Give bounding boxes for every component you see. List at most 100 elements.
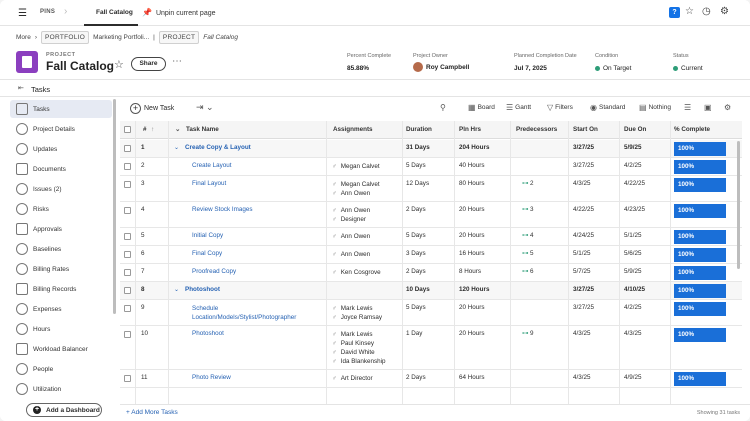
row-checkbox[interactable]	[124, 181, 131, 188]
percent-complete-bar[interactable]: 100%	[674, 142, 726, 156]
duration-cell[interactable]: 5 Days	[406, 304, 426, 311]
sidebar-scrollbar[interactable]	[113, 99, 116, 314]
predecessor-cell[interactable]: ⊶ 4	[522, 232, 534, 239]
search-icon[interactable]: ⚲	[440, 103, 446, 112]
predecessor-cell[interactable]: ⊶ 2	[522, 180, 534, 187]
due-date-cell[interactable]: 4/23/25	[624, 206, 646, 213]
task-name-link[interactable]: Proofread Copy	[192, 268, 237, 275]
planned-hours-cell[interactable]: 16 Hours	[459, 250, 485, 257]
sidebar-item[interactable]: Workload Balancer	[10, 340, 112, 358]
percent-complete-bar[interactable]: 100%	[674, 266, 726, 280]
predecessor-cell[interactable]: ⊶ 3	[522, 206, 534, 213]
sidebar-item[interactable]: Project Details	[10, 120, 112, 138]
duration-cell[interactable]: 5 Days	[406, 232, 426, 239]
task-name-link[interactable]: Create Layout	[192, 162, 232, 169]
sidebar-item[interactable]: Approvals	[10, 220, 112, 238]
task-name-link[interactable]: Schedule Location/Models/Stylist/Photogr…	[192, 305, 297, 321]
predecessor-cell[interactable]: ⊶ 5	[522, 250, 534, 257]
assignee-name[interactable]: Ken Cosgrove	[340, 269, 381, 276]
due-date-cell[interactable]: 4/10/25	[624, 286, 646, 293]
assignments-cell[interactable]: ♂ Ann Owen	[332, 232, 370, 241]
assignee-name[interactable]: Ann Owen	[340, 251, 371, 258]
assignee-name[interactable]: Designer	[340, 216, 366, 223]
percent-complete-bar[interactable]: 100%	[674, 302, 726, 316]
task-name-link[interactable]: Photoshoot	[185, 286, 220, 293]
assignee-name[interactable]: Paul Kinsey	[340, 340, 374, 347]
start-date-cell[interactable]: 4/3/25	[573, 374, 591, 381]
duration-cell[interactable]: 5 Days	[406, 162, 426, 169]
task-name-link[interactable]: Create Copy & Layout	[185, 144, 251, 151]
assignments-cell[interactable]: ♂ Ann Owen	[332, 250, 370, 259]
new-task-button[interactable]: + New Task	[130, 103, 174, 114]
duration-cell[interactable]: 2 Days	[406, 268, 426, 275]
select-all-checkbox[interactable]	[124, 126, 131, 133]
predecessor-cell[interactable]: ⊶ 9	[522, 330, 534, 337]
predecessor-cell[interactable]: ⊶ 6	[522, 268, 534, 275]
percent-complete-bar[interactable]: 100%	[674, 178, 726, 192]
duration-cell[interactable]: 2 Days	[406, 206, 426, 213]
row-checkbox[interactable]	[124, 287, 131, 294]
column-start-on[interactable]: Start On	[573, 126, 598, 133]
unpin-button[interactable]: 📌 Unpin current page	[142, 8, 216, 17]
duration-cell[interactable]: 10 Days	[406, 286, 430, 293]
assignee-name[interactable]: Ann Owen	[340, 207, 371, 214]
assignments-cell[interactable]: ♂ Megan Calvet	[332, 162, 380, 171]
table-row[interactable]: 3 Final Layout ♂ Megan Calvet ♂ Ann Owen 12 Da…	[120, 176, 742, 202]
due-date-cell[interactable]: 4/2/25	[624, 162, 642, 169]
chevron-down-icon[interactable]: ⌄	[175, 126, 181, 133]
planned-hours-cell[interactable]: 20 Hours	[459, 330, 485, 337]
duration-cell[interactable]: 12 Days	[406, 180, 430, 187]
history-icon[interactable]: ◷	[702, 6, 711, 17]
assignee-name[interactable]: Megan Calvet	[340, 163, 380, 170]
settings-icon[interactable]: ⚙	[720, 6, 729, 17]
column-predecessors[interactable]: Predecessors	[516, 126, 558, 133]
task-name-link[interactable]: Initial Copy	[192, 232, 224, 239]
collapse-icon[interactable]: ⌄	[174, 145, 180, 151]
row-checkbox[interactable]	[124, 233, 131, 240]
planned-hours-cell[interactable]: 80 Hours	[459, 180, 485, 187]
planned-hours-cell[interactable]: 40 Hours	[459, 162, 485, 169]
sidebar-item[interactable]: Hours	[10, 320, 112, 338]
planned-hours-cell[interactable]: 20 Hours	[459, 304, 485, 311]
row-checkbox[interactable]	[124, 145, 131, 152]
row-checkbox[interactable]	[124, 305, 131, 312]
move-icon[interactable]: ⇥ ⌄	[196, 102, 214, 112]
start-date-cell[interactable]: 4/3/25	[573, 330, 591, 337]
star-icon[interactable]: ☆	[685, 6, 694, 17]
start-date-cell[interactable]: 4/24/25	[573, 232, 595, 239]
assignments-cell[interactable]: ♂ Ann Owen ♂ Designer	[332, 206, 370, 224]
sidebar-item[interactable]: Expenses	[10, 300, 112, 318]
sidebar-item[interactable]: Documents	[10, 160, 112, 178]
breadcrumb-more[interactable]: More	[16, 33, 31, 41]
start-date-cell[interactable]: 5/7/25	[573, 268, 591, 275]
sidebar-item[interactable]: Risks	[10, 200, 112, 218]
percent-complete-bar[interactable]: 100%	[674, 284, 726, 298]
condition-value[interactable]: On Target	[603, 65, 632, 72]
board-button[interactable]: ▦ Board	[468, 103, 495, 112]
start-date-cell[interactable]: 3/27/25	[573, 286, 595, 293]
planned-hours-cell[interactable]: 20 Hours	[459, 232, 485, 239]
due-date-cell[interactable]: 5/9/25	[624, 144, 642, 151]
sidebar-item[interactable]: Billing Records	[10, 280, 112, 298]
due-date-cell[interactable]: 4/9/25	[624, 374, 642, 381]
duration-cell[interactable]: 31 Days	[406, 144, 430, 151]
planned-hours-cell[interactable]: 20 Hours	[459, 206, 485, 213]
task-name-link[interactable]: Review Stock Images	[192, 206, 253, 213]
table-row[interactable]: 7 Proofread Copy ♂ Ken Cosgrove 2 Days 8 Hour…	[120, 264, 742, 282]
table-row[interactable]: 2 Create Layout ♂ Megan Calvet 5 Days 40 Hour…	[120, 158, 742, 176]
collapse-icon[interactable]: ⌄	[174, 287, 180, 293]
due-date-cell[interactable]: 5/9/25	[624, 268, 642, 275]
assignments-cell[interactable]: ♂ Mark Lewis ♂ Paul Kinsey ♂ David White ♂ Ida …	[332, 330, 386, 366]
row-checkbox[interactable]	[124, 269, 131, 276]
sidebar-item[interactable]: Billing Rates	[10, 260, 112, 278]
gantt-button[interactable]: ☰ Gantt	[506, 103, 531, 112]
menu-icon[interactable]: ☰	[18, 8, 27, 19]
planned-hours-cell[interactable]: 8 Hours	[459, 268, 482, 275]
favorite-star-icon[interactable]: ☆	[114, 59, 124, 71]
table-row[interactable]: 6 Final Copy ♂ Ann Owen 3 Days 16 Hours ⊶ 5 5/1…	[120, 246, 742, 264]
due-date-cell[interactable]: 5/1/25	[624, 232, 642, 239]
start-date-cell[interactable]: 4/22/25	[573, 206, 595, 213]
filters-button[interactable]: ▽ Filters	[547, 103, 573, 112]
assignments-cell[interactable]: ♂ Mark Lewis ♂ Joyce Ramsay	[332, 304, 382, 322]
